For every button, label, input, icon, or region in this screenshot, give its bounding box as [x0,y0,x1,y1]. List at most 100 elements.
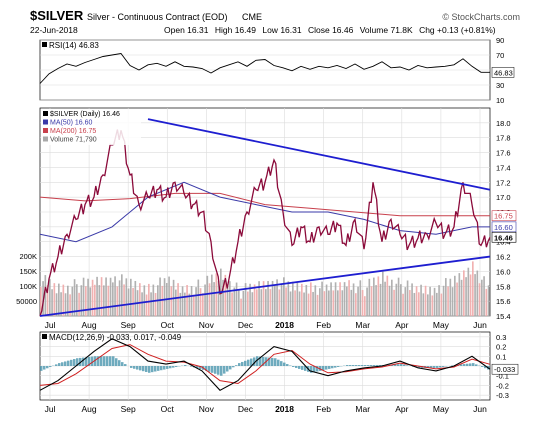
price-legend-swatch [43,136,48,142]
volume-bar [208,283,211,316]
macd-histogram-bar [397,364,400,366]
macd-histogram-bar [133,366,136,369]
macd-month-label: Dec [238,404,254,414]
volume-bar [409,290,411,316]
volume-bar [253,284,256,316]
volume-bar [240,298,242,316]
macd-histogram-bar [463,364,466,366]
volume-bar [395,283,398,316]
price-month-label: Feb [316,320,331,330]
price-month-label: Jul [45,320,56,330]
volume-bar [148,283,150,316]
volume-bar [249,283,251,316]
macd-histogram-bar [331,366,334,369]
volume-bar [357,286,359,316]
macd-tick-label: 0.3 [496,333,506,342]
macd-histogram-bar [322,366,325,371]
volume-bar [199,288,202,316]
macd-histogram-bar [160,366,163,371]
volume-bar [190,286,193,316]
macd-histogram-bar [385,364,388,366]
macd-histogram-bar [142,366,145,372]
volume-bar [316,294,319,316]
volume-bar [460,279,463,316]
volume-bar [103,285,105,316]
macd-histogram-bar [460,364,463,366]
volume-bar [386,275,389,316]
volume-bar [474,274,476,316]
macd-histogram-bar [148,366,151,373]
macd-histogram-bar [223,366,226,374]
macd-month-label: Jun [473,404,487,414]
macd-month-label: Nov [199,404,215,414]
volume-bar [118,280,121,316]
volume-bar [94,284,96,316]
volume-bar [424,285,427,316]
volume-bar [382,271,384,316]
volume-bar [375,285,377,316]
upper-trendline [147,118,491,191]
price-month-label: Aug [82,320,97,330]
chart-date: 22-Jun-2018 [30,25,78,35]
macd-month-label: Feb [316,404,331,414]
macd-histogram-bar [466,363,469,366]
volume-bar [197,279,200,316]
macd-histogram-bar [349,365,352,366]
macd-histogram-bar [268,357,271,366]
macd-histogram-bar [259,356,262,366]
macd-current-tag [491,363,519,375]
volume-bar [454,275,456,316]
volume-bar [472,261,474,316]
macd-histogram-bar [184,365,187,366]
price-value-label: 16.75 [494,212,513,221]
macd-histogram-bar [64,361,67,366]
rsi-tick-label: 70 [496,51,504,60]
volume-bar [233,287,236,316]
macd-histogram-bar [229,366,232,370]
volume-bar [310,282,312,316]
macd-month-label: Oct [161,404,175,414]
price-tick-label: 15.8 [496,282,511,291]
volume-bar [168,276,170,316]
macd-line [39,338,491,391]
volume-bar [478,283,481,316]
volume-bar [438,285,440,316]
volume-bar [226,286,229,316]
macd-histogram-bar [208,366,211,372]
volume-bar [429,286,431,316]
volume-tick-label: 50000 [16,297,37,306]
volume-bar [465,277,467,316]
volume-bar [296,282,299,316]
volume-bar [364,296,366,316]
volume-bar [476,270,479,316]
macd-histogram-bar [376,365,379,366]
macd-histogram-bar [364,365,367,366]
macd-histogram-bar [400,364,403,366]
macd-histogram-bar [157,366,160,371]
volume-bar [258,281,260,316]
volume-bar [184,292,186,316]
macd-histogram-bar [61,362,64,366]
macd-histogram-bar [334,366,337,368]
volume-bar [134,280,137,316]
rsi-legend: RSI(14) 46.83 [49,41,99,50]
macd-histogram-bar [280,361,283,366]
volume-bar [40,287,42,316]
macd-panel: 0.30.20.10.0-0.1-0.2-0.3-0.033MACD(12,26… [39,331,519,414]
volume-bar [125,278,128,316]
volume-bar [193,294,195,316]
volume-bar [379,283,382,316]
volume-bar [323,291,326,316]
price-month-label: May [433,320,450,330]
price-month-label: Jun [473,320,487,330]
macd-histogram-bar [439,366,442,368]
volume-bar [287,281,290,316]
volume-bar [265,289,267,316]
volume-bar [274,285,276,316]
price-legend-entry: Volume 71,790 [50,137,97,144]
price-value-tag [491,210,517,222]
volume-bar [332,290,335,316]
macd-histogram-bar [313,366,316,373]
macd-histogram-bar [292,366,295,367]
